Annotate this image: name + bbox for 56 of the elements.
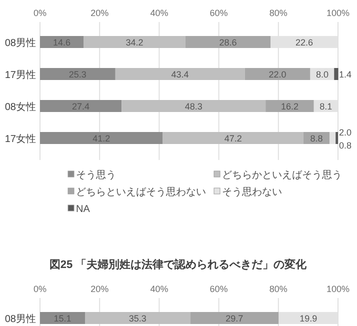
y-tick-label: 17男性 bbox=[4, 69, 36, 81]
data-label: 35.3 bbox=[128, 314, 146, 324]
data-label: 48.3 bbox=[184, 102, 202, 112]
data-label: 22.0 bbox=[268, 70, 286, 80]
bar bbox=[84, 36, 186, 48]
chart-title: 図25 「夫婦別姓は法律で認められるべきだ」の変化 bbox=[49, 258, 308, 271]
x-tick-label: 20% bbox=[90, 8, 109, 18]
bar bbox=[85, 312, 190, 324]
data-label: 8.8 bbox=[310, 134, 323, 144]
x-tick-label: 60% bbox=[210, 8, 228, 18]
data-label: 28.6 bbox=[219, 38, 237, 48]
legend-label: NA bbox=[76, 204, 90, 215]
bar bbox=[162, 132, 304, 144]
x-tick-label: 60% bbox=[210, 284, 228, 294]
data-label: 47.2 bbox=[224, 134, 242, 144]
bar bbox=[266, 100, 314, 112]
legend-label: そう思わない bbox=[222, 187, 282, 198]
y-tick-label: 08男性 bbox=[4, 313, 36, 325]
data-label: 0.8 bbox=[339, 140, 352, 150]
bar bbox=[40, 36, 84, 48]
x-tick-label: 80% bbox=[269, 284, 288, 294]
bar bbox=[40, 68, 116, 80]
data-label: 8.0 bbox=[316, 70, 328, 80]
data-label: 19.9 bbox=[300, 314, 318, 324]
x-tick-label: 0% bbox=[33, 8, 47, 18]
bar bbox=[330, 132, 336, 144]
x-tick-label: 80% bbox=[269, 8, 288, 18]
data-label: 22.6 bbox=[296, 38, 314, 48]
bar bbox=[334, 68, 338, 80]
bar bbox=[122, 100, 266, 112]
x-tick-label: 100% bbox=[326, 8, 350, 18]
x-tick-label: 0% bbox=[33, 284, 47, 294]
y-tick-label: 17女性 bbox=[4, 133, 36, 145]
data-label: 16.2 bbox=[280, 102, 298, 112]
legend-label: どちらかといえばそう思う bbox=[222, 170, 342, 181]
y-tick-label: 08男性 bbox=[4, 37, 36, 49]
data-label: 8.1 bbox=[320, 102, 332, 112]
legend-label: そう思う bbox=[76, 170, 116, 181]
x-tick-label: 100% bbox=[326, 284, 350, 294]
data-label: 2.0 bbox=[339, 128, 352, 138]
x-tick-label: 40% bbox=[150, 8, 168, 18]
bar bbox=[185, 36, 271, 48]
x-tick-label: 20% bbox=[90, 284, 109, 294]
y-tick-label: 08女性 bbox=[4, 101, 36, 113]
x-tick-label: 40% bbox=[150, 284, 168, 294]
data-label: 29.7 bbox=[226, 314, 244, 324]
data-label: 43.4 bbox=[171, 70, 189, 80]
data-label: 1.4 bbox=[339, 70, 352, 80]
bar bbox=[190, 312, 279, 324]
bar bbox=[115, 68, 245, 80]
bar bbox=[40, 132, 163, 144]
bar bbox=[40, 100, 122, 112]
data-label: 34.2 bbox=[126, 38, 144, 48]
bar bbox=[244, 68, 310, 80]
legend-label: どちらといえばそう思わない bbox=[76, 187, 206, 198]
bar bbox=[40, 312, 85, 324]
